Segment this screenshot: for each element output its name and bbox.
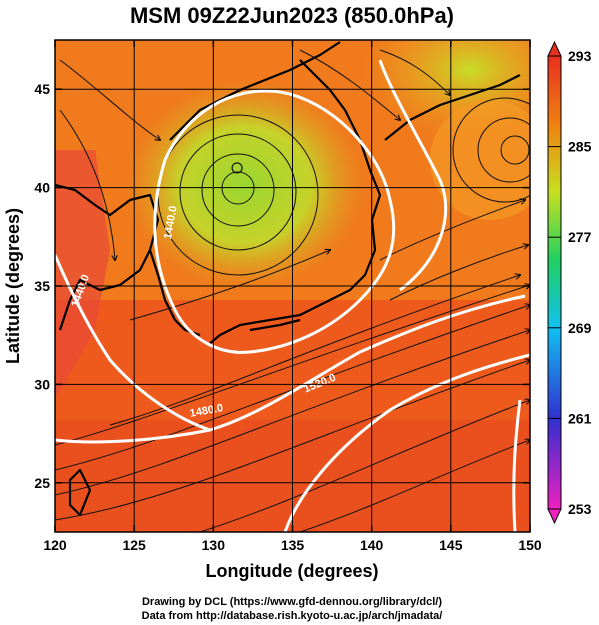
colorbar-tick-label: 261 <box>568 410 592 426</box>
streamline-mid-1 <box>129 250 330 321</box>
coastline-hokkaido <box>384 74 521 141</box>
low-center-ring <box>231 162 243 174</box>
streamline-ne-ring-2 <box>477 117 530 183</box>
credit-drawing: Drawing by DCL (https://www.gfd-dennou.o… <box>142 596 442 608</box>
x-tick-label: 120 <box>43 537 67 553</box>
y-tick-label: 45 <box>34 81 50 97</box>
streamline-south-6 <box>199 400 530 532</box>
contour-1520 <box>283 353 530 532</box>
coastline-russia-coast <box>169 41 341 141</box>
colorbar-ticks: 293 285 277 269 261 253 <box>548 48 592 517</box>
streamline-west-2 <box>59 109 115 260</box>
coastline-kyushu-honshu <box>207 169 382 346</box>
streamline-ne-ring-3 <box>452 97 530 203</box>
y-axis-ticks: 25 30 35 40 45 <box>34 81 530 491</box>
streamline-low-ring-2 <box>201 153 275 227</box>
streamline-south-3 <box>55 305 530 471</box>
colorbar: 293 285 277 269 261 253 <box>547 40 592 525</box>
y-tick-label: 35 <box>34 278 50 294</box>
y-tick-label: 25 <box>34 475 50 491</box>
contour-label: 1440.0 <box>162 205 180 240</box>
streamlines <box>55 49 530 532</box>
x-tick-label: 140 <box>360 537 384 553</box>
streamline-mid-2 <box>379 200 525 261</box>
streamline-low-ring-3 <box>179 133 297 251</box>
contour-1440-low <box>153 89 396 354</box>
streamline-south-5 <box>109 275 520 426</box>
y-tick-label: 30 <box>34 376 50 392</box>
credit-data: Data from http://database.rish.kyoto-u.a… <box>142 610 443 622</box>
colorbar-ramp <box>547 55 562 510</box>
colorbar-bottom-arrow <box>547 508 562 525</box>
coastline-shikoku <box>249 318 301 332</box>
height-contours <box>55 59 530 532</box>
contour-1480 <box>55 294 526 444</box>
streamline-south-1 <box>55 360 530 521</box>
contour-1440-west <box>55 254 211 432</box>
streamline-west-1 <box>59 59 160 140</box>
colorbar-tick-label: 285 <box>568 139 592 155</box>
colorbar-tick-label: 277 <box>568 229 592 245</box>
x-tick-label: 135 <box>281 537 305 553</box>
colorbar-tick-label: 293 <box>568 48 592 64</box>
y-axis-label: Latitude (degrees) <box>3 208 23 364</box>
colorbar-top-arrow <box>547 40 562 57</box>
streamline-mid-3 <box>389 245 528 301</box>
x-tick-label: 130 <box>202 537 226 553</box>
low-center-marker <box>231 162 243 174</box>
contour-label: 1480.0 <box>189 402 224 420</box>
contour-1440-coast <box>378 59 448 292</box>
y-tick-label: 40 <box>34 180 50 196</box>
contour-1520-east <box>512 399 522 532</box>
colorbar-tick-label: 269 <box>568 320 592 336</box>
streamline-south-4 <box>55 285 530 446</box>
streamline-ne-ring-1 <box>500 135 530 165</box>
gridlines <box>55 40 530 532</box>
coastlines <box>55 41 521 517</box>
x-tick-label: 145 <box>439 537 463 553</box>
x-tick-label: 125 <box>122 537 146 553</box>
coastline-taiwan <box>68 468 92 517</box>
coastline-korea-south <box>58 249 151 331</box>
streamline-south-7 <box>299 440 530 532</box>
streamline-north-1 <box>299 49 400 120</box>
map-title: MSM 09Z22Jun2023 (850.0hPa) <box>130 3 454 28</box>
x-axis-ticks: 120 125 130 135 140 145 150 <box>43 40 542 553</box>
x-axis-label: Longitude (degrees) <box>205 561 378 581</box>
x-tick-label: 150 <box>518 537 542 553</box>
colorbar-tick-label: 253 <box>568 501 592 517</box>
coastline-korea-china <box>55 183 201 337</box>
